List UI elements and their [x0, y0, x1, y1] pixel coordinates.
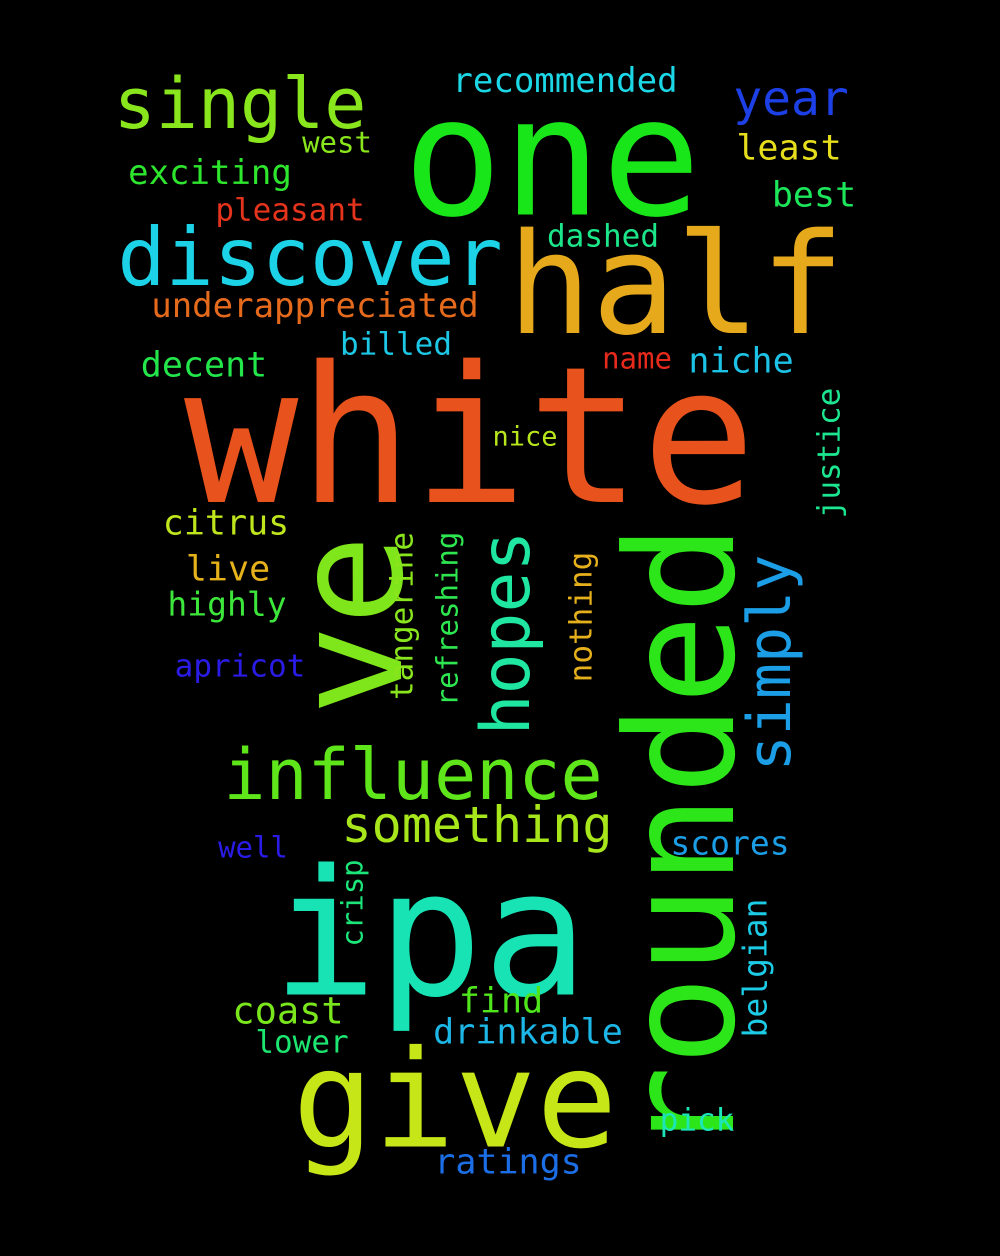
word: west	[302, 125, 372, 160]
word: give	[292, 1021, 618, 1179]
word: crisp	[335, 859, 370, 947]
word: decent	[140, 345, 268, 386]
word: ipa	[271, 833, 589, 1037]
word: simply	[735, 554, 805, 772]
word: exciting	[128, 153, 292, 193]
word: coast	[232, 989, 344, 1033]
word: something	[341, 796, 613, 854]
word: influence	[223, 734, 603, 816]
word: name	[602, 341, 672, 376]
word: one	[402, 61, 702, 254]
word: refreshing	[430, 531, 465, 707]
word: single	[113, 63, 367, 145]
word: half	[507, 204, 845, 367]
word: dashed	[547, 218, 659, 255]
word: pick	[659, 1102, 735, 1139]
word: best	[771, 175, 857, 216]
word: niche	[688, 341, 794, 382]
word: well	[218, 830, 288, 865]
word: apricot	[174, 648, 306, 685]
word: least	[736, 128, 842, 169]
word: discover	[117, 211, 503, 304]
word: underappreciated	[151, 286, 479, 326]
word: year	[733, 71, 849, 127]
word: recommended	[452, 61, 678, 101]
word: nothing	[563, 551, 600, 683]
word: drinkable	[433, 1012, 623, 1053]
word: billed	[340, 326, 452, 363]
word: highly	[167, 584, 287, 624]
word: hopes	[467, 530, 546, 736]
word: scores	[670, 823, 790, 863]
word: nice	[492, 421, 558, 453]
word: justice	[811, 387, 848, 519]
word: white	[184, 326, 756, 547]
word: ratings	[434, 1142, 582, 1183]
word: find	[458, 981, 544, 1022]
word: belgian	[735, 898, 775, 1038]
word: citrus	[162, 503, 290, 544]
word: pleasant	[215, 192, 365, 229]
word: lower	[255, 1024, 349, 1061]
word: live	[185, 549, 271, 590]
word: tangerine	[384, 532, 421, 700]
